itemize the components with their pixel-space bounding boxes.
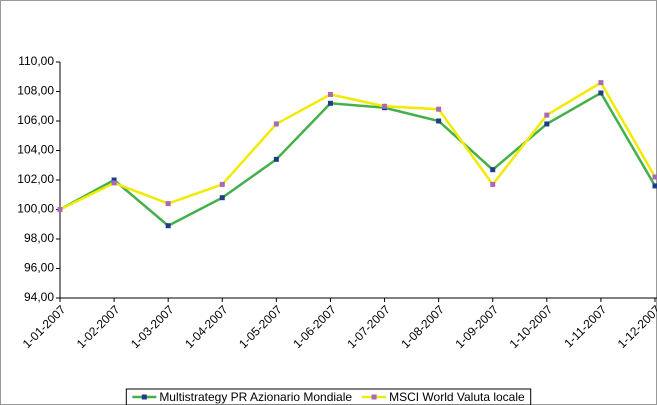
legend-label: MSCI World Valuta locale bbox=[389, 390, 525, 404]
data-point bbox=[544, 121, 550, 127]
y-tick-label: 98,00 bbox=[24, 231, 54, 245]
data-point bbox=[219, 195, 225, 201]
data-point bbox=[598, 90, 604, 96]
legend-item: Multistrategy PR Azionario Mondiale bbox=[132, 390, 352, 404]
legend-marker bbox=[141, 394, 147, 400]
y-tick-label: 96,00 bbox=[24, 261, 54, 275]
data-point bbox=[598, 80, 604, 86]
data-point bbox=[327, 100, 333, 106]
data-point bbox=[327, 91, 333, 97]
legend-item: MSCI World Valuta locale bbox=[362, 390, 525, 404]
series-line bbox=[59, 80, 657, 211]
data-point bbox=[652, 183, 657, 189]
data-point bbox=[652, 174, 657, 180]
legend-marker bbox=[371, 394, 377, 400]
y-tick-label: 108,00 bbox=[17, 84, 54, 98]
y-tick-label: 102,00 bbox=[17, 172, 54, 186]
data-point bbox=[165, 223, 171, 229]
data-point bbox=[57, 207, 63, 212]
data-point bbox=[490, 181, 496, 187]
y-tick-label: 94,00 bbox=[24, 290, 54, 304]
y-tick-label: 100,00 bbox=[17, 202, 54, 216]
data-point bbox=[544, 112, 550, 118]
legend-box bbox=[125, 388, 532, 405]
data-point bbox=[111, 177, 117, 183]
data-point bbox=[111, 180, 117, 186]
y-tick-label: 110,00 bbox=[18, 54, 54, 68]
data-point bbox=[382, 103, 388, 109]
legend-label: Multistrategy PR Azionario Mondiale bbox=[159, 390, 352, 404]
data-point bbox=[273, 156, 279, 162]
data-point bbox=[219, 181, 225, 187]
legend: Multistrategy PR Azionario Mondiale MSCI … bbox=[125, 388, 532, 405]
series-line bbox=[59, 91, 657, 228]
data-point bbox=[436, 106, 442, 112]
y-tick-label: 104,00 bbox=[17, 143, 54, 157]
data-point bbox=[436, 118, 442, 124]
y-tick-label: 106,00 bbox=[17, 113, 54, 127]
data-point bbox=[490, 167, 496, 173]
data-point bbox=[273, 121, 279, 127]
data-point bbox=[165, 201, 171, 207]
